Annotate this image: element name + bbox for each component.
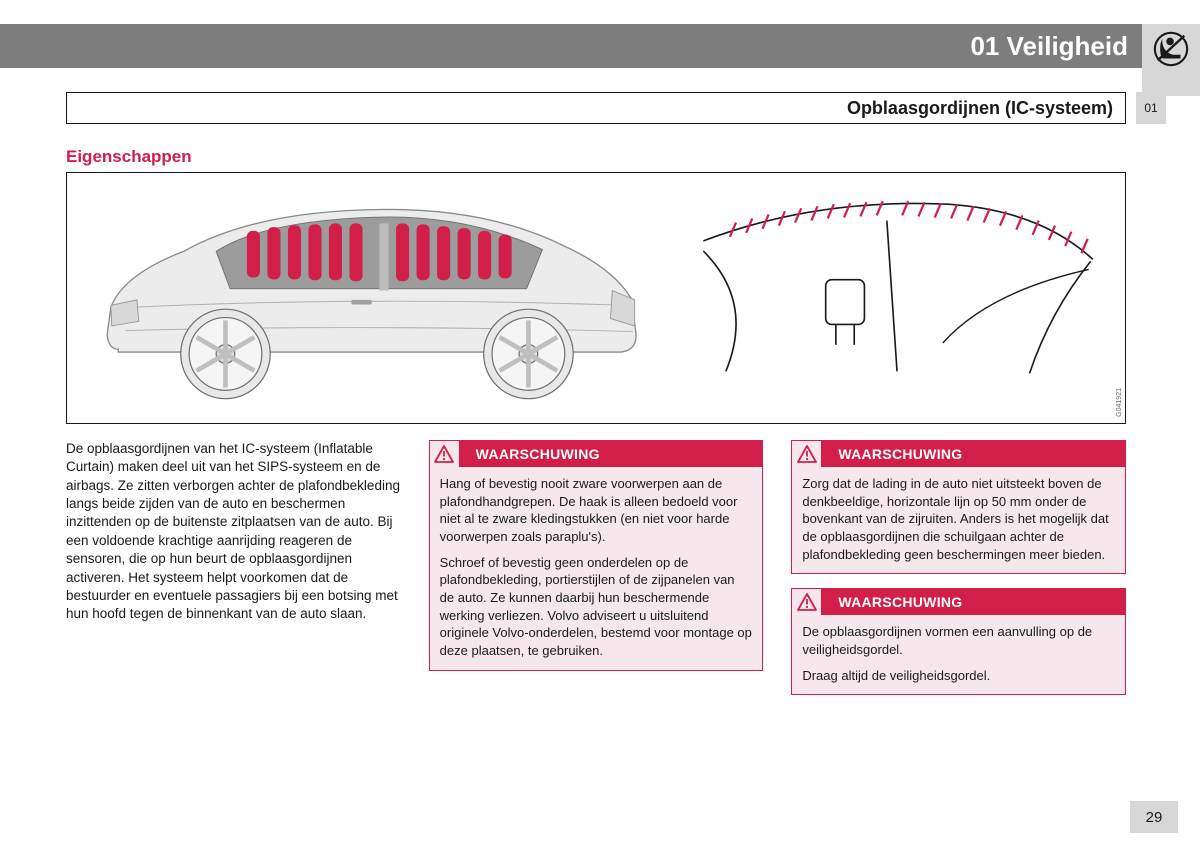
warning-box-1: WAARSCHUWING Hang of bevestig nooit zwar… [429, 440, 764, 671]
column-3: WAARSCHUWING Zorg dat de lading in de au… [791, 440, 1126, 709]
chapter-number: 01 [970, 31, 999, 61]
section-heading: Eigenschappen [66, 147, 192, 167]
warning-paragraph: Draag altijd de veiligheidsgordel. [802, 667, 1115, 685]
no-child-seat-icon [1152, 30, 1190, 68]
section-subheader: Opblaasgordijnen (IC-systeem) [847, 98, 1113, 119]
warning-header: WAARSCHUWING [792, 441, 1125, 467]
body-paragraph: De opblaasgordijnen van het IC-systeem (… [66, 440, 401, 624]
body-columns: De opblaasgordijnen van het IC-systeem (… [66, 440, 1126, 709]
warning-paragraph: Hang of bevestig nooit zware voorwerpen … [440, 475, 753, 546]
figure-code: G041921 [1116, 388, 1123, 417]
column-1: De opblaasgordijnen van het IC-systeem (… [66, 440, 401, 709]
warning-body: Zorg dat de lading in de auto niet uitst… [792, 467, 1125, 573]
warning-paragraph: Zorg dat de lading in de auto niet uitst… [802, 475, 1115, 563]
warning-box-3: WAARSCHUWING De opblaasgordijnen vormen … [791, 588, 1126, 695]
warning-box-2: WAARSCHUWING Zorg dat de lading in de au… [791, 440, 1126, 574]
warning-label: WAARSCHUWING [832, 594, 962, 610]
warning-icon [792, 589, 822, 615]
warning-icon [430, 441, 460, 467]
page-number: 29 [1130, 801, 1178, 833]
figure-interior-diagram [683, 181, 1111, 415]
chapter-header-bar: 01 Veiligheid [0, 24, 1200, 68]
warning-header: WAARSCHUWING [430, 441, 763, 467]
warning-paragraph: De opblaasgordijnen vormen een aanvullin… [802, 623, 1115, 658]
warning-paragraph: Schroef of bevestig geen onderdelen op d… [440, 554, 753, 660]
chapter-title: 01 Veiligheid [970, 31, 1128, 62]
figure-car-side-view [81, 181, 659, 415]
warning-label: WAARSCHUWING [470, 446, 600, 462]
column-2: WAARSCHUWING Hang of bevestig nooit zwar… [429, 440, 764, 709]
section-subheader-box: Opblaasgordijnen (IC-systeem) [66, 92, 1126, 124]
figure-container: G041921 [66, 172, 1126, 424]
warning-header: WAARSCHUWING [792, 589, 1125, 615]
side-tab: 01 [1136, 92, 1166, 124]
warning-body: De opblaasgordijnen vormen een aanvullin… [792, 615, 1125, 694]
header-icon-box [1142, 24, 1200, 96]
chapter-title-text: Veiligheid [1007, 31, 1128, 61]
warning-body: Hang of bevestig nooit zware voorwerpen … [430, 467, 763, 670]
warning-label: WAARSCHUWING [832, 446, 962, 462]
warning-icon [792, 441, 822, 467]
